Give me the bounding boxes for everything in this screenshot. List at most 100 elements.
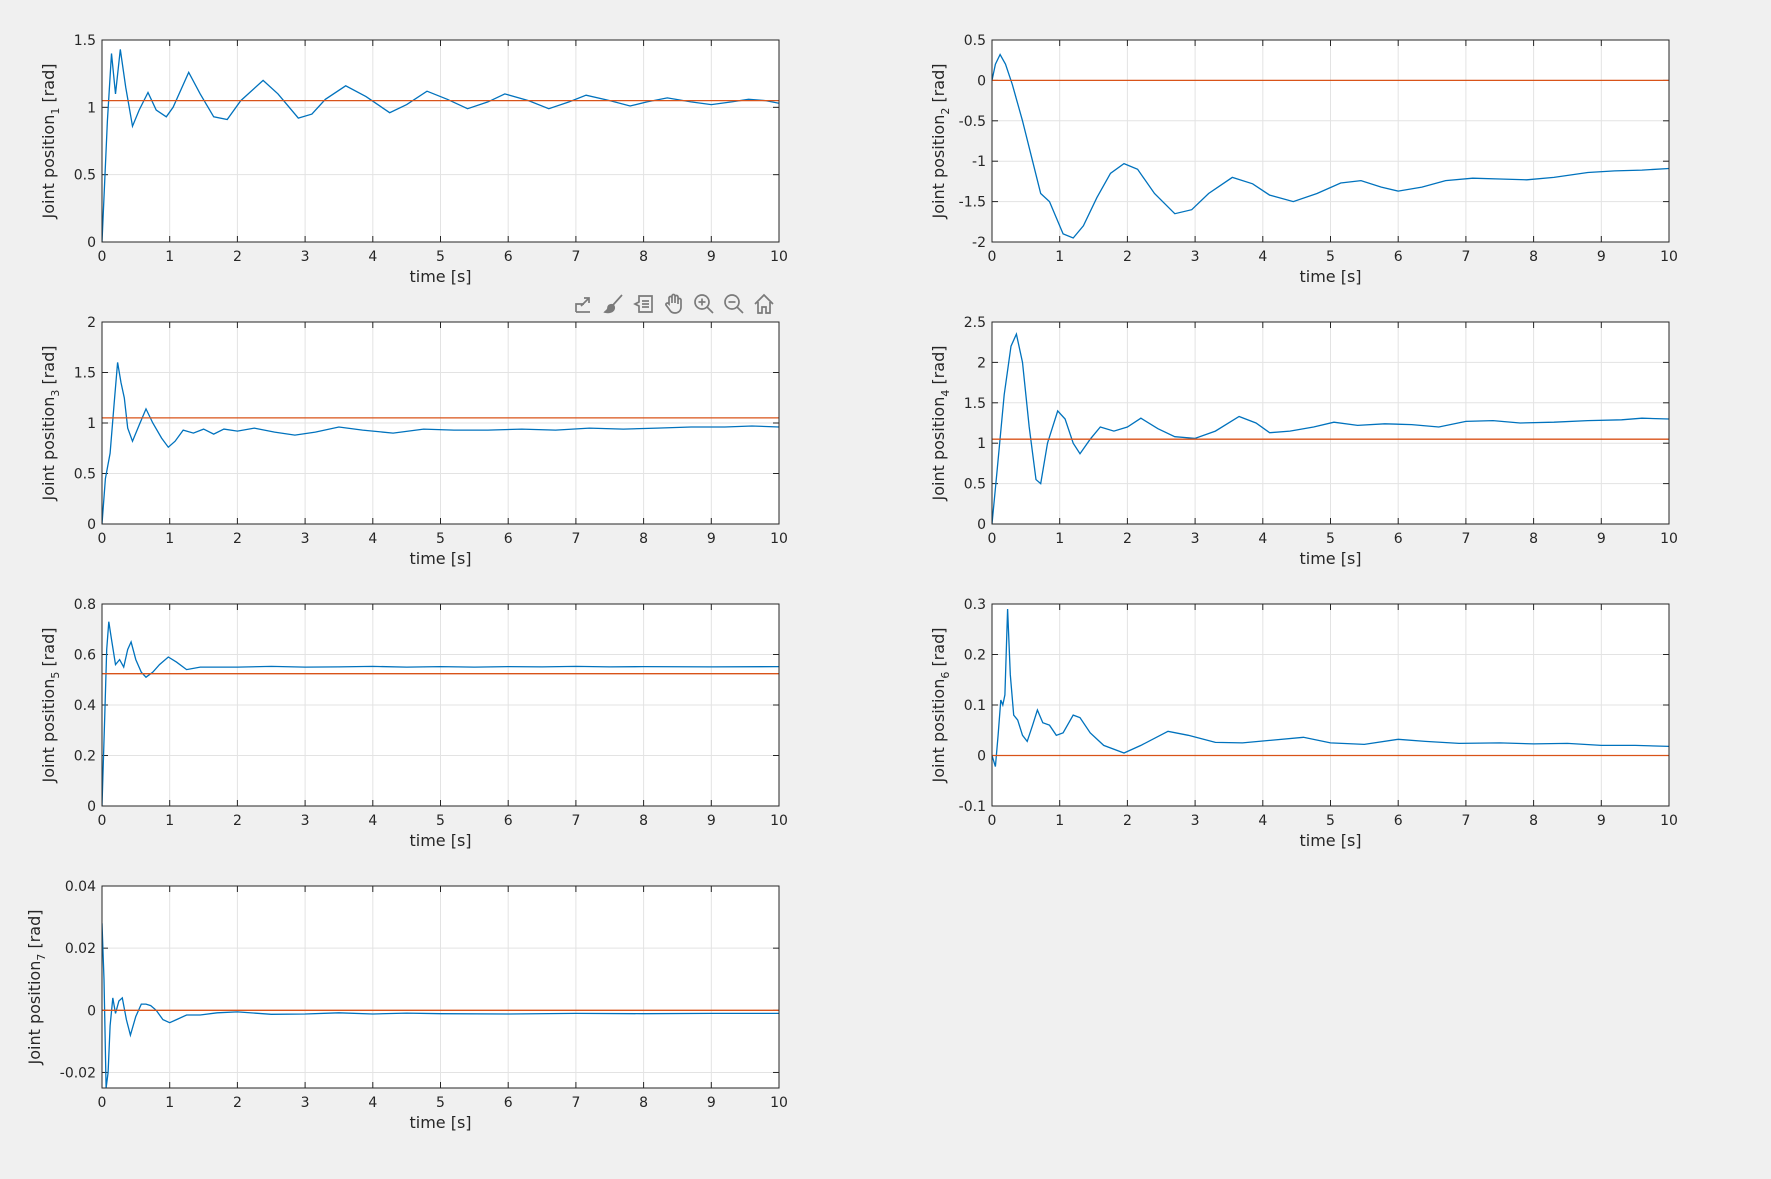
x-tick-label: 4 — [368, 813, 377, 829]
y-tick-label: 0.5 — [964, 33, 986, 49]
x-tick-label: 3 — [1191, 813, 1200, 829]
x-tick-label: 7 — [571, 813, 580, 829]
y-tick-label: 0.5 — [74, 168, 96, 184]
y-tick-label: -1.5 — [959, 195, 986, 211]
y-tick-label: 0.2 — [964, 648, 986, 664]
x-tick-label: 2 — [1123, 813, 1132, 829]
y-axis-label-text: Joint position — [39, 397, 58, 502]
y-axis-label-unit: [rad] — [929, 628, 948, 672]
x-tick-label: 6 — [504, 813, 513, 829]
x-tick-label: 10 — [770, 249, 788, 265]
x-tick-label: 4 — [368, 249, 377, 265]
x-tick-label: 1 — [1055, 813, 1064, 829]
x-tick-label: 1 — [165, 1095, 174, 1111]
response-line — [102, 49, 779, 242]
pan-button[interactable] — [660, 290, 687, 317]
x-tick-label: 6 — [504, 249, 513, 265]
x-tick-label: 3 — [1191, 531, 1200, 547]
y-axis-label: Joint position5 [rad] — [39, 628, 62, 784]
x-tick-label: 7 — [571, 531, 580, 547]
y-tick-label: 1.5 — [964, 396, 986, 412]
y-tick-label: 2 — [87, 315, 96, 331]
y-axis-label-subscript: 1 — [49, 108, 62, 115]
x-axis-label: time [s] — [409, 1113, 471, 1132]
axes-frame — [991, 603, 1670, 807]
y-tick-label: 0.1 — [964, 698, 986, 714]
x-tick-label: 3 — [301, 531, 310, 547]
brush-button[interactable] — [600, 290, 627, 317]
x-tick-label: 6 — [504, 531, 513, 547]
x-tick-label: 4 — [368, 531, 377, 547]
response-line — [102, 923, 779, 1088]
x-tick-label: 9 — [707, 249, 716, 265]
x-tick-label: 5 — [436, 249, 445, 265]
y-axis-label-subscript: 7 — [35, 954, 48, 961]
subplot-4: 0 1 2 3 4 5 6 7 8 9 10 0 0.5 1 1.5 2 2.5 time [s] Joint po… — [929, 315, 1678, 568]
axes-frame — [101, 321, 780, 525]
axes-frame — [991, 321, 1670, 525]
y-axis-label-unit: [rad] — [39, 64, 58, 108]
pan-hand-icon — [664, 293, 682, 314]
home-button[interactable] — [750, 290, 777, 317]
y-tick-label: 0.6 — [74, 648, 96, 664]
data-tips-button[interactable] — [630, 290, 657, 317]
y-axis-label-text: Joint position — [39, 115, 58, 220]
x-tick-label: 0 — [98, 249, 107, 265]
x-tick-label: 10 — [770, 813, 788, 829]
x-tick-label: 8 — [639, 1095, 648, 1111]
x-tick-label: 8 — [1529, 249, 1538, 265]
x-tick-label: 7 — [1461, 813, 1470, 829]
y-tick-label: 1 — [87, 416, 96, 432]
subplot-5: 0 1 2 3 4 5 6 7 8 9 10 0 0.2 0.4 0.6 0.8 time [s] Joint p… — [39, 597, 788, 850]
data-tips-icon — [632, 294, 653, 313]
y-axis-label-subscript: 5 — [49, 672, 62, 679]
y-axis-label-unit: [rad] — [25, 910, 44, 954]
x-tick-label: 7 — [1461, 249, 1470, 265]
x-tick-label: 0 — [98, 1095, 107, 1111]
x-tick-label: 0 — [988, 531, 997, 547]
y-tick-label: 0 — [977, 749, 986, 765]
y-tick-label: 1.5 — [74, 33, 96, 49]
x-axis-label: time [s] — [1299, 549, 1361, 568]
x-tick-label: 6 — [1394, 249, 1403, 265]
x-tick-label: 0 — [988, 249, 997, 265]
y-tick-label: 0.3 — [964, 597, 986, 613]
x-tick-label: 4 — [1258, 531, 1267, 547]
y-tick-label: -1 — [972, 154, 986, 170]
y-tick-label: 0.5 — [74, 467, 96, 483]
x-tick-label: 2 — [1123, 249, 1132, 265]
x-tick-label: 6 — [1394, 813, 1403, 829]
y-tick-label: 1.5 — [74, 366, 96, 382]
zoom-in-button[interactable] — [690, 290, 717, 317]
x-tick-label: 6 — [1394, 531, 1403, 547]
y-tick-label: 0.4 — [74, 698, 96, 714]
x-tick-label: 4 — [1258, 813, 1267, 829]
x-axis-label: time [s] — [1299, 831, 1361, 850]
y-axis-label: Joint position4 [rad] — [929, 346, 952, 502]
y-axis-label: Joint position7 [rad] — [25, 910, 48, 1066]
x-tick-label: 9 — [1597, 531, 1606, 547]
x-tick-label: 3 — [301, 1095, 310, 1111]
axes-frame — [101, 39, 780, 243]
x-tick-label: 0 — [98, 813, 107, 829]
x-axis-label: time [s] — [409, 267, 471, 286]
x-tick-label: 2 — [233, 813, 242, 829]
x-tick-label: 8 — [639, 813, 648, 829]
y-tick-label: 2 — [977, 355, 986, 371]
x-tick-label: 7 — [1461, 531, 1470, 547]
x-tick-label: 7 — [571, 1095, 580, 1111]
y-axis-label: Joint position2 [rad] — [929, 64, 952, 220]
x-tick-label: 1 — [1055, 249, 1064, 265]
axes-frame — [101, 885, 780, 1089]
export-icon — [574, 296, 590, 313]
x-tick-label: 9 — [707, 1095, 716, 1111]
response-line — [102, 362, 779, 524]
y-axis-label-text: Joint position — [25, 961, 44, 1066]
x-tick-label: 9 — [707, 531, 716, 547]
x-tick-label: 2 — [233, 1095, 242, 1111]
zoom-out-button[interactable] — [720, 290, 747, 317]
export-button[interactable] — [570, 290, 597, 317]
axes-toolbar — [570, 290, 777, 317]
